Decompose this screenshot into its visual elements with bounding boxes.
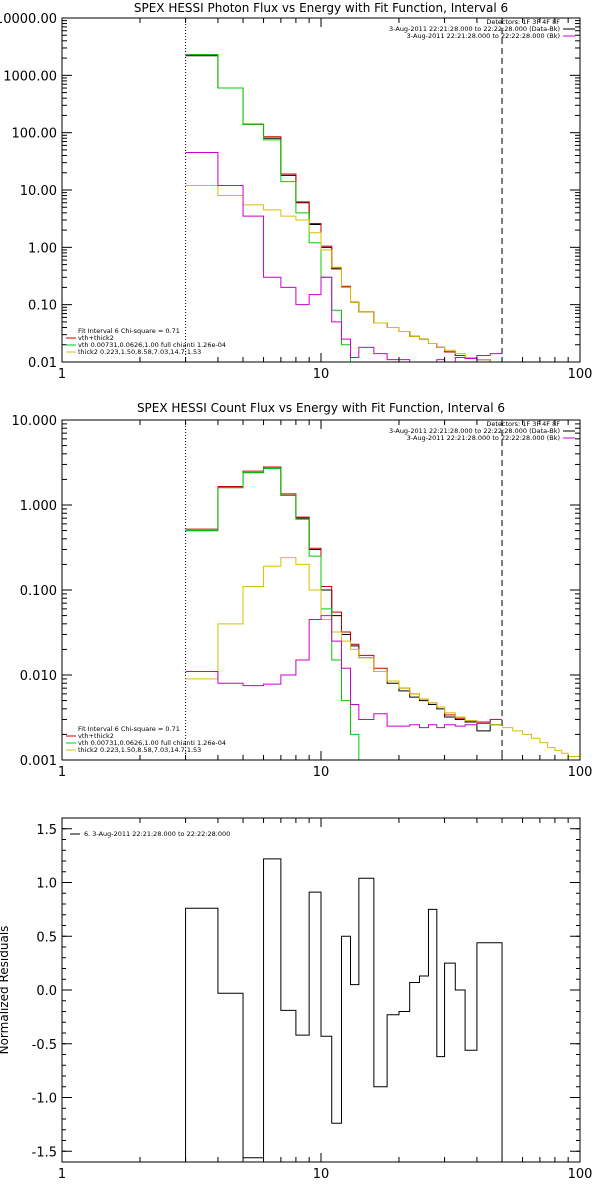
x-tick-label: 1 [58, 1167, 66, 1182]
magenta-step-series [185, 152, 503, 362]
legend-bottom-entry: thick2 0.223,1.50,8.58,7.03,14.7,1.53 [78, 348, 201, 356]
y-tick-label: 10.000 [12, 414, 58, 429]
yellow-step-series [185, 557, 503, 726]
y-tick-label: 1.5 [36, 823, 57, 838]
red-step-series [185, 466, 503, 723]
photon-flux-panel: SPEX HESSI Photon Flux vs Energy with Fi… [0, 1, 593, 382]
legend-bottom-entry: Fit Interval 6 Chi-square = 0.71 [78, 327, 180, 335]
black-step-series [185, 55, 503, 362]
yellow-step-series [185, 184, 503, 362]
green-step-series [185, 467, 360, 760]
legend-top-entry: 3-Aug-2011 22:21:28.000 to 22:22:28.000 … [407, 32, 560, 40]
legend-bottom-entry: vth 0.00731,0.0626,1.00 full chianti 1.2… [78, 739, 226, 747]
legend-entry: 6. 3-Aug-2011 22:21:28.000 to 22:22:28.0… [84, 830, 230, 838]
y-tick-label: 0.100 [20, 584, 57, 599]
x-tick-label: 10 [313, 765, 330, 780]
y-axis-label: Normalized Residuals [0, 926, 11, 1055]
y-tick-label: 1.00 [28, 241, 57, 256]
legend-top-entry: Detectors: 1F 3F 4F 8F [486, 18, 560, 26]
y-tick-label: 0.010 [20, 669, 57, 684]
legend-bottom-entry: vth+thick2 [78, 334, 114, 342]
y-tick-label: 100.00 [12, 127, 58, 142]
y-tick-label: 0.5 [36, 930, 57, 945]
legend-top-entry: Detectors: 1F 3F 4F 8F [486, 420, 560, 428]
legend-bottom-entry: vth 0.00731,0.0626,1.00 full chianti 1.2… [78, 341, 226, 349]
x-tick-label: 100 [568, 1167, 593, 1182]
chart-title: SPEX HESSI Count Flux vs Energy with Fit… [137, 401, 505, 415]
count-flux-panel: SPEX HESSI Count Flux vs Energy with Fit… [12, 401, 593, 780]
chart-title: SPEX HESSI Photon Flux vs Energy with Fi… [134, 1, 508, 15]
x-tick-label: 1 [58, 765, 66, 780]
y-tick-label: 1.000 [20, 499, 57, 514]
yellow-tail-series [502, 727, 580, 757]
y-tick-label: 10000.00 [0, 12, 57, 27]
legend-top-entry: 3-Aug-2011 22:21:28.000 to 22:22:28.000 … [389, 427, 560, 435]
y-tick-label: 0.10 [28, 299, 57, 314]
legend-top-entry: 3-Aug-2011 22:21:28.000 to 22:22:28.000 … [407, 434, 560, 442]
residuals-panel: 1 10 100 -1.5 -1.0 -0.5 0.0 0.5 1.0 1.5 Normalized… [0, 817, 593, 1182]
legend-bottom-entry: Fit Interval 6 Chi-square = 0.71 [78, 725, 180, 733]
green-step-series [185, 54, 352, 362]
magenta-step-series [185, 615, 503, 729]
y-tick-label: 0.001 [20, 754, 57, 769]
x-tick-label: 10 [313, 367, 330, 382]
x-tick-label: 100 [568, 367, 593, 382]
x-tick-label: 10 [313, 1167, 330, 1182]
y-tick-label: 1.0 [36, 877, 57, 892]
legend-top-entry: 3-Aug-2011 22:21:28.000 to 22:22:28.000 … [389, 25, 560, 33]
legend-bottom-entry: vth+thick2 [78, 732, 114, 740]
red-step-series [185, 54, 503, 362]
black-step-series [185, 467, 503, 732]
y-tick-label: 10.00 [20, 184, 57, 199]
y-tick-label: 0.0 [36, 984, 57, 999]
y-tick-label: -0.5 [32, 1038, 57, 1053]
y-tick-label: 0.01 [28, 356, 57, 371]
y-tick-label: -1.0 [32, 1092, 57, 1107]
x-tick-label: 1 [58, 367, 66, 382]
y-tick-label: -1.5 [32, 1145, 57, 1160]
y-tick-label: 1000.00 [3, 69, 57, 84]
legend-bottom-entry: thick2 0.223,1.50,8.58,7.03,14.7,1.53 [78, 746, 201, 754]
x-tick-label: 100 [568, 765, 593, 780]
black-step-series [185, 858, 503, 1162]
